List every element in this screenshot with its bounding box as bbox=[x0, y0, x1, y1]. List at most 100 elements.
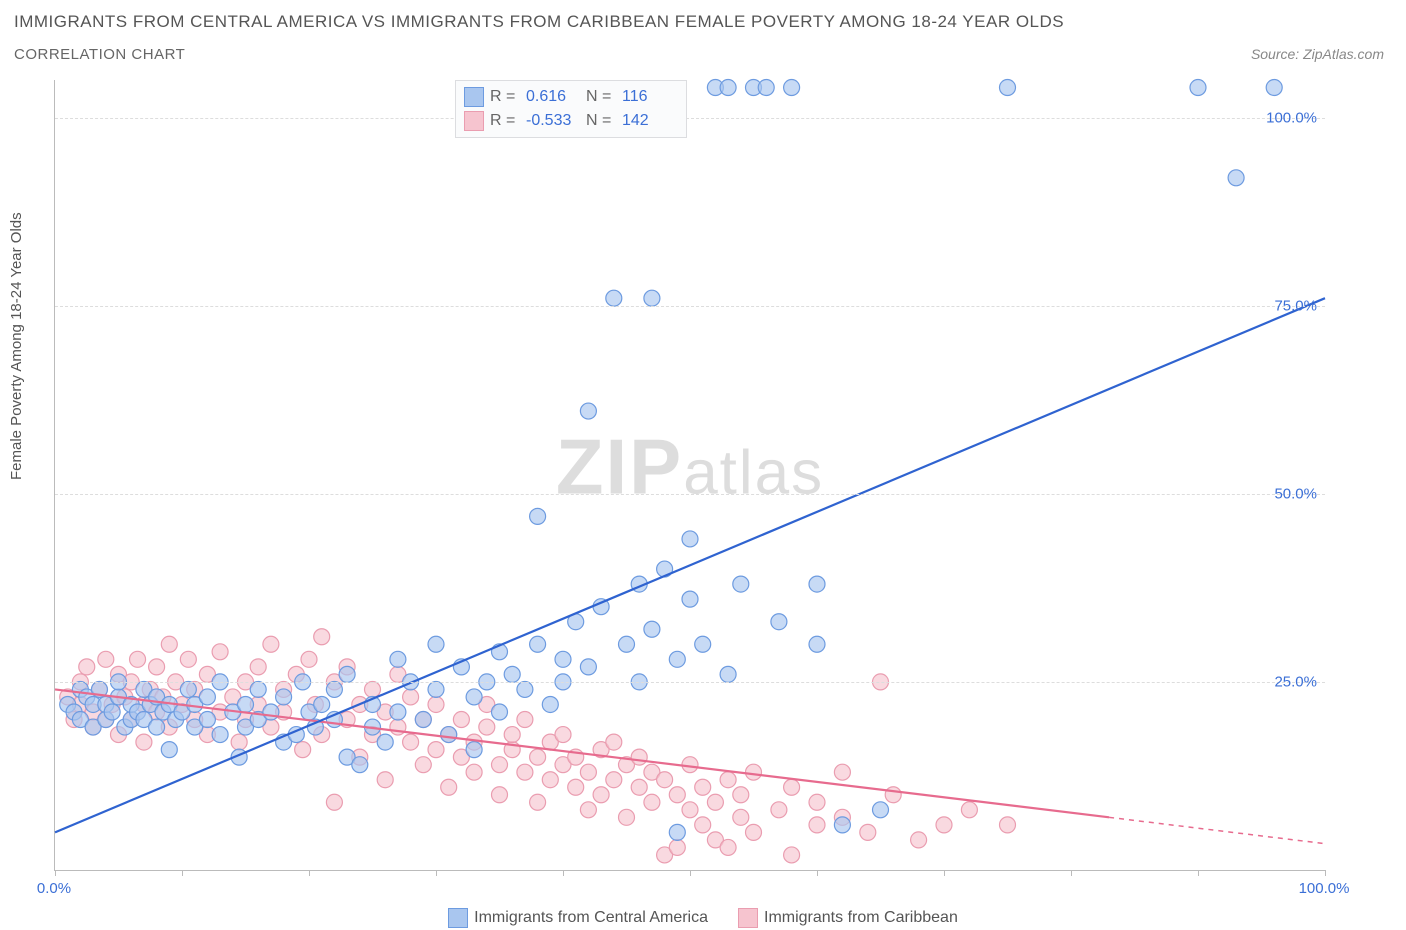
data-point bbox=[809, 817, 825, 833]
data-point bbox=[1000, 80, 1016, 96]
y-tick-label: 25.0% bbox=[1274, 673, 1317, 690]
data-point bbox=[263, 704, 279, 720]
data-point bbox=[669, 824, 685, 840]
bottom-legend: Immigrants from Central AmericaImmigrant… bbox=[0, 908, 1406, 928]
data-point bbox=[873, 802, 889, 818]
data-point bbox=[149, 659, 165, 675]
data-point bbox=[352, 757, 368, 773]
grid-line bbox=[55, 682, 1325, 683]
correlation-legend: R = 0.616 N = 116 R = -0.533 N = 142 bbox=[455, 80, 687, 138]
data-point bbox=[377, 772, 393, 788]
data-point bbox=[517, 712, 533, 728]
data-point bbox=[1000, 817, 1016, 833]
y-tick-label: 50.0% bbox=[1274, 485, 1317, 502]
r-value-a: 0.616 bbox=[526, 85, 580, 109]
data-point bbox=[530, 749, 546, 765]
plot-area: ZIPatlas R = 0.616 N = 116 R = -0.533 N … bbox=[54, 80, 1325, 871]
data-point bbox=[530, 508, 546, 524]
x-tick bbox=[1325, 870, 1326, 876]
data-point bbox=[238, 696, 254, 712]
data-point bbox=[733, 576, 749, 592]
data-point bbox=[644, 290, 660, 306]
data-point bbox=[314, 629, 330, 645]
data-point bbox=[580, 764, 596, 780]
data-point bbox=[682, 531, 698, 547]
data-point bbox=[1190, 80, 1206, 96]
trend-line bbox=[55, 298, 1325, 832]
data-point bbox=[695, 817, 711, 833]
data-point bbox=[149, 719, 165, 735]
data-point bbox=[415, 757, 431, 773]
n-value-b: 142 bbox=[622, 109, 676, 133]
x-tick bbox=[436, 870, 437, 876]
y-axis-label: Female Poverty Among 18-24 Year Olds bbox=[8, 212, 25, 480]
data-point bbox=[415, 712, 431, 728]
legend-swatch bbox=[738, 908, 758, 928]
data-point bbox=[580, 659, 596, 675]
data-point bbox=[79, 659, 95, 675]
trend-line bbox=[55, 689, 1109, 817]
data-point bbox=[555, 651, 571, 667]
data-point bbox=[453, 712, 469, 728]
data-point bbox=[441, 727, 457, 743]
data-point bbox=[631, 749, 647, 765]
x-tick bbox=[690, 870, 691, 876]
data-point bbox=[504, 727, 520, 743]
data-point bbox=[644, 794, 660, 810]
data-point bbox=[809, 576, 825, 592]
data-point bbox=[784, 779, 800, 795]
grid-line bbox=[55, 494, 1325, 495]
data-point bbox=[631, 779, 647, 795]
data-point bbox=[580, 802, 596, 818]
trend-line bbox=[1109, 817, 1325, 843]
data-point bbox=[809, 636, 825, 652]
data-point bbox=[733, 787, 749, 803]
data-point bbox=[669, 839, 685, 855]
data-point bbox=[1228, 170, 1244, 186]
r-label-a: R = bbox=[490, 85, 520, 109]
data-point bbox=[746, 824, 762, 840]
data-point bbox=[517, 681, 533, 697]
data-point bbox=[809, 794, 825, 810]
source-attribution: Source: ZipAtlas.com bbox=[1251, 46, 1384, 62]
data-point bbox=[180, 681, 196, 697]
data-point bbox=[466, 764, 482, 780]
legend-row-series-b: R = -0.533 N = 142 bbox=[464, 109, 676, 133]
data-point bbox=[885, 787, 901, 803]
data-point bbox=[428, 742, 444, 758]
data-point bbox=[104, 704, 120, 720]
data-point bbox=[98, 651, 114, 667]
data-point bbox=[720, 839, 736, 855]
x-tick bbox=[182, 870, 183, 876]
legend-text: Immigrants from Caribbean bbox=[764, 909, 958, 926]
data-point bbox=[231, 734, 247, 750]
data-point bbox=[199, 689, 215, 705]
data-point bbox=[682, 757, 698, 773]
chart-title: IMMIGRANTS FROM CENTRAL AMERICA VS IMMIG… bbox=[14, 12, 1064, 32]
x-tick bbox=[55, 870, 56, 876]
data-point bbox=[428, 636, 444, 652]
data-point bbox=[326, 794, 342, 810]
x-tick bbox=[817, 870, 818, 876]
data-point bbox=[428, 681, 444, 697]
data-point bbox=[771, 802, 787, 818]
data-point bbox=[479, 719, 495, 735]
x-tick-label: 0.0% bbox=[37, 880, 71, 897]
grid-line bbox=[55, 118, 1325, 119]
data-point bbox=[403, 734, 419, 750]
data-point bbox=[936, 817, 952, 833]
data-point bbox=[441, 779, 457, 795]
chart-subtitle: CORRELATION CHART bbox=[14, 46, 185, 63]
x-tick bbox=[309, 870, 310, 876]
data-point bbox=[720, 80, 736, 96]
n-label-b: N = bbox=[586, 109, 616, 133]
data-point bbox=[428, 696, 444, 712]
data-point bbox=[834, 764, 850, 780]
data-point bbox=[403, 689, 419, 705]
data-point bbox=[784, 80, 800, 96]
data-point bbox=[619, 809, 635, 825]
x-tick-label: 100.0% bbox=[1299, 880, 1350, 897]
data-point bbox=[1266, 80, 1282, 96]
data-point bbox=[492, 704, 508, 720]
data-point bbox=[644, 621, 660, 637]
